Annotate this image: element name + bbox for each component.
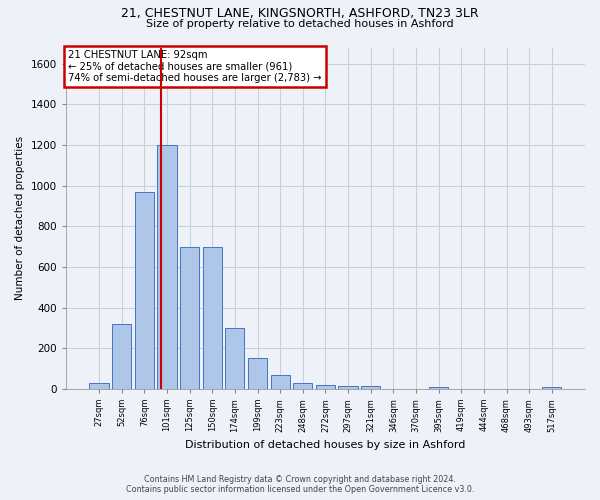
Text: 21 CHESTNUT LANE: 92sqm
← 25% of detached houses are smaller (961)
74% of semi-d: 21 CHESTNUT LANE: 92sqm ← 25% of detache…	[68, 50, 322, 84]
Bar	[225, 328, 244, 389]
Bar	[248, 358, 267, 389]
Bar	[542, 386, 562, 389]
Bar	[180, 246, 199, 389]
Bar	[338, 386, 358, 389]
Bar	[361, 386, 380, 389]
Bar	[157, 145, 176, 389]
Text: Contains HM Land Registry data © Crown copyright and database right 2024.
Contai: Contains HM Land Registry data © Crown c…	[126, 474, 474, 494]
Text: 21, CHESTNUT LANE, KINGSNORTH, ASHFORD, TN23 3LR: 21, CHESTNUT LANE, KINGSNORTH, ASHFORD, …	[121, 8, 479, 20]
Bar	[112, 324, 131, 389]
Bar	[271, 374, 290, 389]
Text: Size of property relative to detached houses in Ashford: Size of property relative to detached ho…	[146, 19, 454, 29]
Bar	[429, 386, 448, 389]
Bar	[135, 192, 154, 389]
Bar	[89, 382, 109, 389]
Bar	[316, 384, 335, 389]
Bar	[293, 382, 313, 389]
Y-axis label: Number of detached properties: Number of detached properties	[15, 136, 25, 300]
X-axis label: Distribution of detached houses by size in Ashford: Distribution of detached houses by size …	[185, 440, 466, 450]
Bar	[203, 246, 222, 389]
